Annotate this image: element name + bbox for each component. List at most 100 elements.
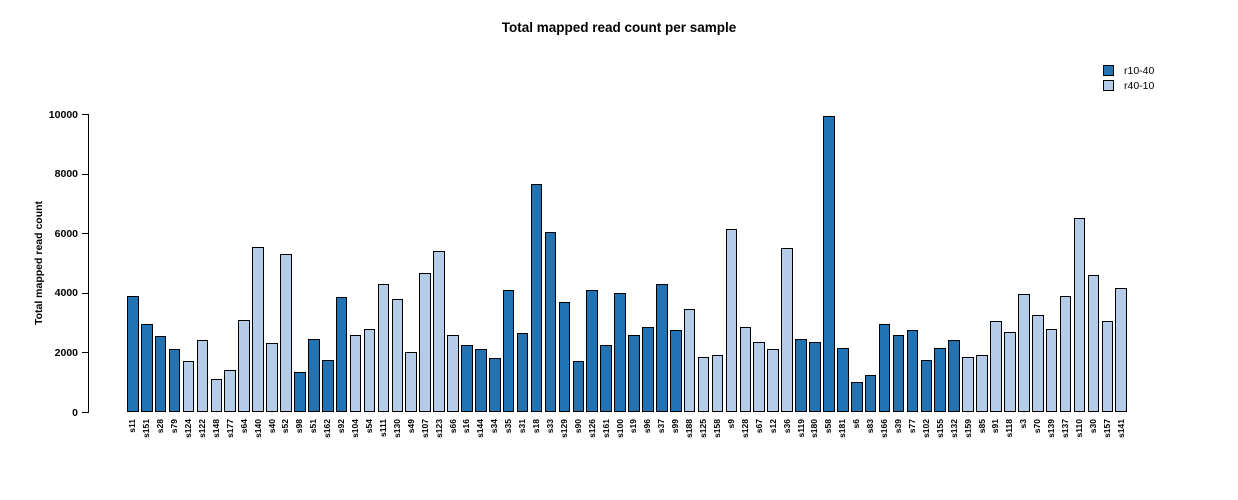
legend-item-r10-40: r10-40 [1103, 63, 1154, 78]
x-tick-slot: s159 [962, 419, 974, 464]
x-tick-slot: s31 [517, 419, 529, 464]
x-tick-slot: s119 [795, 419, 807, 464]
x-tick-label: s104 [350, 419, 361, 438]
x-tick-slot: s90 [573, 419, 585, 464]
x-tick-slot: s125 [698, 419, 710, 464]
bar-s123 [433, 251, 445, 412]
x-tick-label: s30 [1087, 419, 1098, 434]
y-axis-tick-label: 10000 [48, 108, 78, 121]
x-tick-label: s111 [377, 419, 388, 437]
x-tick-label: s67 [753, 419, 764, 434]
x-tick-slot: s148 [211, 419, 223, 464]
x-tick-slot: s12 [767, 419, 779, 464]
bar-s92 [335, 297, 348, 412]
x-tick-label: s54 [363, 419, 374, 434]
x-tick-label: s110 [1073, 419, 1084, 438]
bar-s6 [850, 382, 863, 412]
x-tick-slot: s11 [127, 419, 139, 464]
x-tick-slot: s181 [837, 419, 849, 464]
bar-s19 [628, 334, 640, 412]
x-tick-slot: s137 [1060, 419, 1072, 464]
x-tick-label: s51 [308, 419, 319, 434]
x-tick-label: s64 [238, 419, 249, 434]
y-axis-line [88, 114, 89, 413]
x-tick-label: s188 [684, 419, 695, 438]
x-tick-label: s9 [725, 419, 736, 429]
bar-s128 [739, 327, 752, 412]
x-tick-slot: s92 [336, 419, 348, 464]
bar-s12 [767, 349, 779, 412]
bar-s144 [475, 349, 487, 412]
x-tick-label: s91 [990, 419, 1001, 434]
x-tick-label: s96 [642, 419, 653, 434]
x-tick-label: s18 [531, 419, 542, 434]
x-tick-slot: s19 [628, 419, 640, 464]
x-tick-label: s162 [322, 419, 333, 438]
bar-s64 [238, 319, 250, 412]
x-tick-label: s139 [1046, 419, 1057, 438]
bar-s157 [1101, 321, 1114, 412]
x-tick-label: s166 [879, 419, 890, 438]
y-axis-tick [82, 352, 88, 354]
x-tick-slot: s96 [642, 419, 654, 464]
bar-s96 [642, 327, 654, 412]
x-tick-label: s132 [948, 419, 959, 438]
x-axis-labels: s11 s151 s28 s79 s124 s122 s148 s177 s64 s140 s40 s… [127, 419, 1128, 464]
bar-s141 [1115, 288, 1128, 412]
x-tick-label: s34 [489, 419, 500, 434]
bar-s125 [697, 356, 710, 412]
y-axis-tick-label: 6000 [54, 227, 78, 240]
legend-swatch-icon [1103, 65, 1114, 76]
x-tick-slot: s126 [586, 419, 598, 464]
x-tick-slot: s91 [990, 419, 1002, 464]
bar-s151 [140, 324, 153, 412]
x-tick-slot: s9 [726, 419, 738, 464]
x-tick-label: s151 [141, 419, 152, 438]
x-tick-label: s181 [837, 419, 848, 438]
x-tick-slot: s140 [252, 419, 264, 464]
x-tick-label: s159 [962, 419, 973, 438]
x-tick-slot: s157 [1102, 419, 1114, 464]
bar-s83 [864, 374, 877, 412]
x-tick-label: s102 [920, 419, 931, 438]
x-tick-slot: s104 [350, 419, 362, 464]
bar-s102 [920, 359, 933, 412]
x-tick-slot: s40 [266, 419, 278, 464]
x-tick-slot: s16 [461, 419, 473, 464]
x-tick-slot: s144 [475, 419, 487, 464]
bar-s177 [224, 370, 237, 412]
y-axis-tick-label: 2000 [54, 346, 78, 359]
x-tick-slot: s51 [308, 419, 320, 464]
x-tick-slot: s129 [559, 419, 571, 464]
bar-s40 [266, 343, 278, 412]
x-tick-slot: s122 [197, 419, 209, 464]
x-tick-slot: s98 [294, 419, 306, 464]
x-tick-label: s66 [447, 419, 458, 434]
x-tick-label: s140 [252, 419, 263, 438]
bar-s181 [837, 347, 849, 412]
y-axis-tick [82, 233, 88, 235]
x-tick-slot: s166 [879, 419, 891, 464]
bar-s148 [210, 379, 223, 412]
bar-s132 [948, 340, 960, 412]
x-tick-label: s100 [614, 419, 625, 438]
x-tick-slot: s162 [322, 419, 334, 464]
x-tick-label: s124 [182, 419, 193, 438]
y-axis-tick [82, 292, 88, 294]
x-tick-slot: s155 [934, 419, 946, 464]
x-tick-label: s125 [698, 419, 709, 438]
x-tick-label: s123 [433, 419, 444, 438]
bar-s99 [669, 330, 682, 412]
bar-s155 [934, 347, 947, 412]
x-tick-slot: s141 [1115, 419, 1127, 464]
x-tick-label: s79 [169, 419, 180, 434]
bar-s16 [461, 344, 473, 412]
x-tick-label: s52 [280, 419, 291, 434]
x-tick-slot: s83 [865, 419, 877, 464]
bar-s122 [196, 340, 209, 412]
bar-s104 [349, 334, 362, 412]
bar-s100 [614, 292, 626, 412]
x-tick-label: s137 [1060, 419, 1071, 438]
x-tick-slot: s3 [1018, 419, 1030, 464]
